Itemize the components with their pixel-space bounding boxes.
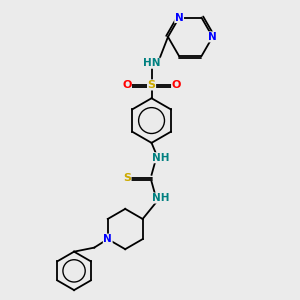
Text: HN: HN: [143, 58, 160, 68]
Text: S: S: [123, 173, 131, 183]
Text: N: N: [175, 13, 184, 22]
Text: O: O: [172, 80, 181, 90]
Text: NH: NH: [152, 193, 169, 203]
Text: O: O: [122, 80, 131, 90]
Text: S: S: [148, 80, 155, 90]
Text: N: N: [103, 234, 112, 244]
Text: N: N: [208, 32, 217, 42]
Text: NH: NH: [152, 153, 169, 163]
